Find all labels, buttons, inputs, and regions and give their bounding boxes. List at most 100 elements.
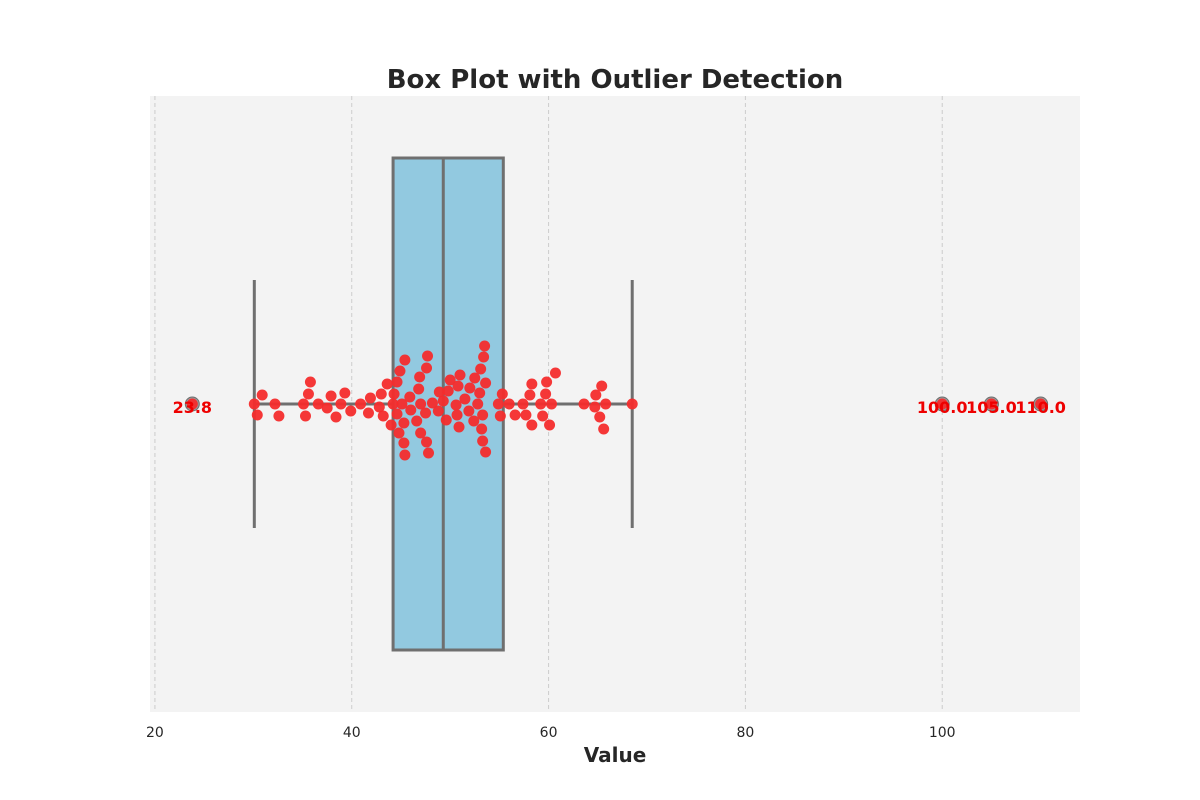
data-point — [375, 388, 387, 400]
data-points — [248, 340, 638, 461]
data-point — [415, 427, 427, 439]
data-point — [524, 389, 536, 401]
data-point — [321, 402, 333, 414]
data-point — [578, 398, 590, 410]
data-point — [459, 393, 471, 405]
outlier-point — [985, 398, 997, 410]
data-point — [421, 436, 433, 448]
data-point — [398, 437, 410, 449]
data-point — [537, 410, 549, 422]
data-point — [411, 415, 423, 427]
data-point — [304, 376, 316, 388]
outlier-label: 105.0 — [966, 398, 1017, 417]
data-point — [421, 362, 433, 374]
data-point — [388, 388, 400, 400]
data-point — [544, 419, 556, 431]
data-point — [492, 398, 504, 410]
outlier-point — [936, 398, 948, 410]
x-axis-ticks: 20 40 60 80 100 — [146, 725, 956, 741]
data-point — [549, 367, 561, 379]
data-point — [526, 378, 538, 390]
data-point — [444, 374, 456, 386]
data-point — [509, 409, 521, 421]
data-point — [269, 398, 281, 410]
data-point — [598, 423, 610, 435]
data-point — [517, 398, 529, 410]
data-point — [494, 410, 506, 422]
data-point — [594, 411, 606, 423]
data-point — [423, 447, 435, 459]
data-point — [450, 399, 462, 411]
data-point — [437, 395, 449, 407]
data-point — [590, 389, 602, 401]
data-point — [474, 387, 486, 399]
data-point — [475, 363, 487, 375]
data-point — [453, 421, 465, 433]
data-point — [420, 407, 432, 419]
x-tick-label: 80 — [736, 725, 754, 741]
outlier-label: 23.8 — [173, 398, 212, 417]
data-point — [298, 398, 310, 410]
outlier-label: 110.0 — [1015, 398, 1066, 417]
data-point — [469, 372, 481, 384]
data-point — [414, 371, 426, 383]
data-point — [440, 414, 452, 426]
data-point — [393, 427, 405, 439]
x-tick-label: 100 — [929, 725, 956, 741]
data-point — [391, 408, 403, 420]
data-point — [451, 409, 463, 421]
x-tick-label: 60 — [540, 725, 558, 741]
data-point — [589, 401, 601, 413]
interquartile-box — [391, 156, 505, 652]
data-point — [541, 376, 553, 388]
data-point — [404, 391, 416, 403]
data-point — [387, 398, 399, 410]
data-point — [248, 398, 260, 410]
data-point — [373, 401, 385, 413]
data-point — [454, 369, 466, 381]
data-point — [520, 409, 532, 421]
data-point — [496, 388, 508, 400]
data-point — [330, 411, 342, 423]
data-point — [399, 449, 411, 461]
data-point — [299, 410, 311, 422]
data-point — [405, 404, 417, 416]
x-axis-label: Value — [584, 743, 647, 767]
data-point — [540, 388, 552, 400]
data-point — [464, 382, 476, 394]
data-point — [396, 398, 408, 410]
data-point — [422, 350, 434, 362]
x-tick-label: 20 — [146, 725, 164, 741]
data-point — [362, 407, 374, 419]
data-point — [302, 388, 314, 400]
outlier-point — [1035, 398, 1047, 410]
data-point — [273, 410, 285, 422]
data-point — [391, 376, 403, 388]
data-point — [426, 397, 438, 409]
x-tick-label: 40 — [343, 725, 361, 741]
data-point — [325, 390, 337, 402]
data-point — [600, 398, 612, 410]
data-point — [480, 377, 492, 389]
data-point — [355, 398, 367, 410]
data-point — [472, 398, 484, 410]
data-point — [399, 354, 411, 366]
data-point — [398, 417, 410, 429]
data-point — [415, 398, 427, 410]
data-point — [596, 380, 608, 392]
data-point — [452, 380, 464, 392]
data-point — [377, 410, 389, 422]
data-point — [478, 351, 490, 363]
data-point — [535, 398, 547, 410]
data-point — [312, 398, 324, 410]
data-point — [477, 409, 489, 421]
data-point — [476, 423, 488, 435]
data-point — [477, 435, 489, 447]
data-point — [480, 446, 492, 458]
data-point — [256, 389, 268, 401]
data-point — [345, 405, 357, 417]
data-point — [626, 398, 638, 410]
chart-title: Box Plot with Outlier Detection — [387, 65, 844, 95]
